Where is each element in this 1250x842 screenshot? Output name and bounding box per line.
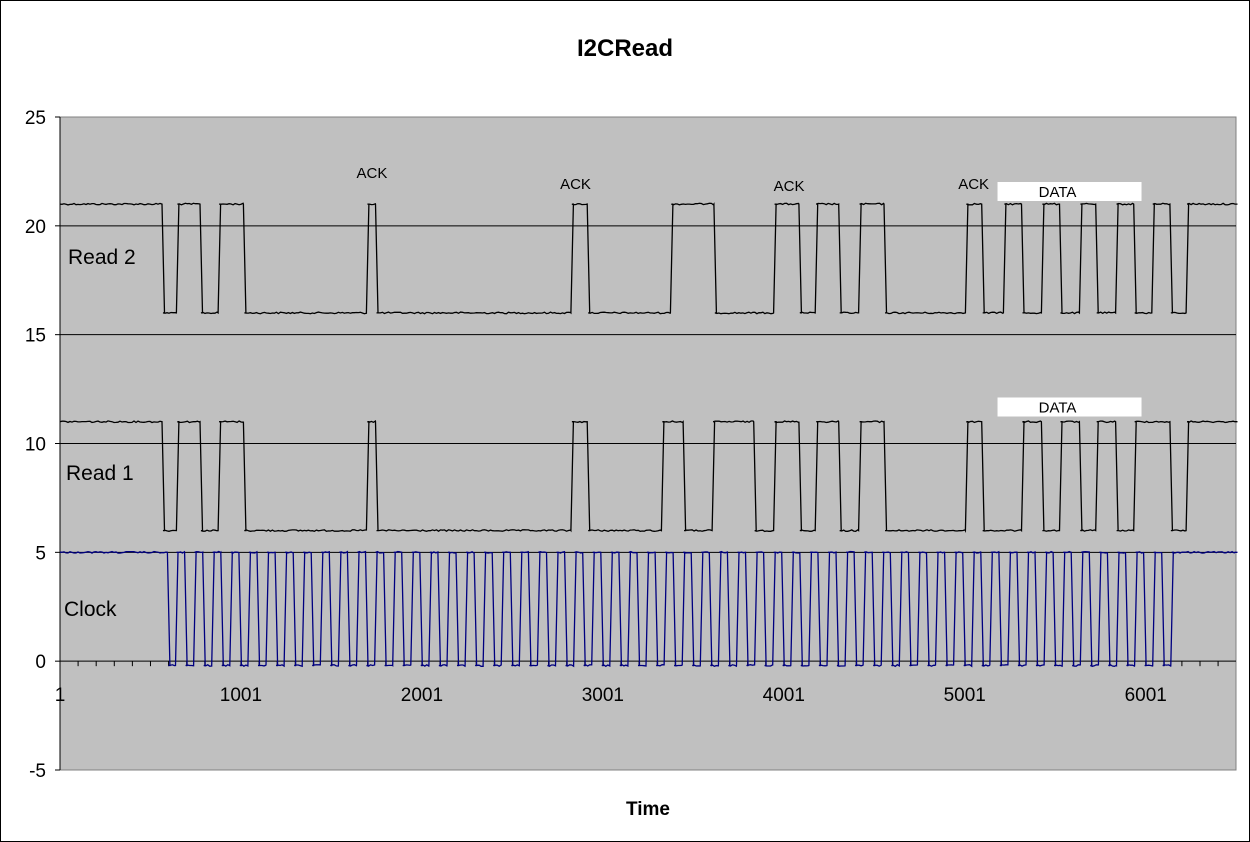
series-line-1	[59, 420, 1238, 533]
series-line-2	[59, 550, 1238, 668]
x-tick-label-0: 1	[55, 685, 66, 706]
x-tick-label-4: 4001	[763, 685, 805, 706]
annotation-0: ACK	[357, 165, 388, 182]
annotation-box-4	[997, 182, 1142, 202]
y-tick-label-0: -5	[29, 761, 46, 782]
x-tick-label-6: 6001	[1125, 685, 1167, 706]
x-tick-label-3: 3001	[582, 685, 624, 706]
series-label-clock: Clock	[64, 598, 117, 621]
x-tick-label-2: 2001	[401, 685, 443, 706]
series-line-0	[59, 202, 1238, 315]
y-tick-label-6: 25	[25, 108, 46, 129]
series-label-read2: Read 2	[68, 246, 136, 269]
y-tick-label-2: 5	[35, 543, 46, 564]
x-axis: 1 1001 2001 3001 4001 5001 6001	[55, 660, 1236, 706]
annotation-2: ACK	[774, 178, 805, 195]
chart-title: I2CRead	[577, 35, 673, 62]
annotations: ACK ACK ACK ACK DATA DATA	[357, 165, 1142, 417]
y-tick-label-3: 10	[25, 435, 46, 456]
series-labels: Read 2 Read 1 Clock	[64, 246, 136, 621]
y-tick-label-1: 0	[35, 652, 46, 673]
x-axis-label: Time	[626, 799, 670, 820]
y-axis: -5 0 5 10 15 20 25	[25, 108, 61, 782]
y-tick-label-4: 15	[25, 326, 46, 347]
x-tick-label-1: 1001	[220, 685, 262, 706]
x-tick-label-5: 5001	[944, 685, 986, 706]
annotation-5: DATA	[1039, 399, 1077, 416]
annotation-box-5	[997, 397, 1142, 417]
annotation-4: DATA	[1039, 184, 1077, 201]
series-label-read1: Read 1	[66, 462, 134, 485]
y-tick-label-5: 20	[25, 217, 46, 238]
annotation-1: ACK	[560, 176, 591, 193]
series-group	[59, 202, 1238, 668]
annotation-3: ACK	[958, 176, 989, 193]
